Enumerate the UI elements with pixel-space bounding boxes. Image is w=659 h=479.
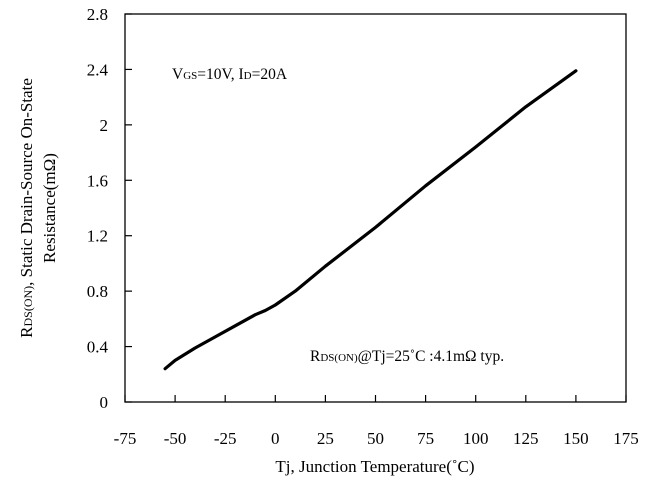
y-axis-title-r: R <box>17 326 36 338</box>
typical-r-sub: DS(ON) <box>320 352 358 364</box>
y-tick-label: 1.2 <box>87 227 108 246</box>
typical-rest: @Tj=25˚C :4.1mΩ typ. <box>358 348 504 365</box>
conditions-i-rest: =20A <box>252 66 288 83</box>
x-tick-label: 0 <box>271 429 280 448</box>
y-axis-title-line2: Resistance(mΩ) <box>40 153 59 263</box>
x-axis-tick-labels: -75 -50 -25 0 25 50 75 100 125 150 175 <box>114 429 639 448</box>
conditions-i-sub: D <box>244 70 252 82</box>
y-axis-ticks <box>125 14 132 402</box>
y-tick-label: 2.8 <box>87 5 108 24</box>
y-tick-label: 1.6 <box>87 171 108 190</box>
y-tick-label: 2.4 <box>87 60 109 79</box>
y-axis-title: RDS(ON), Static Drain-Source On-State Re… <box>17 78 59 338</box>
y-axis-title-line1: RDS(ON), Static Drain-Source On-State <box>17 78 36 338</box>
x-tick-label: 25 <box>317 429 334 448</box>
conditions-v-sub: GS <box>183 70 197 82</box>
x-tick-label: -50 <box>164 429 187 448</box>
x-tick-label: 75 <box>417 429 434 448</box>
x-tick-label: 150 <box>563 429 589 448</box>
x-axis-title: Tj, Junction Temperature(˚C) <box>275 457 474 476</box>
conditions-v: V <box>172 66 184 83</box>
y-axis-title-sub: DS(ON) <box>21 286 35 327</box>
y-tick-label: 2 <box>100 116 109 135</box>
x-tick-label: -25 <box>214 429 237 448</box>
y-tick-label: 0.8 <box>87 282 108 301</box>
x-axis-ticks <box>125 395 626 402</box>
y-tick-label: 0 <box>100 393 109 412</box>
conditions-v-rest: =10V, I <box>197 66 243 83</box>
y-tick-label: 0.4 <box>87 338 109 357</box>
y-axis-tick-labels: 0 0.4 0.8 1.2 1.6 2 2.4 2.8 <box>87 5 109 412</box>
x-tick-label: -75 <box>114 429 137 448</box>
x-tick-label: 125 <box>513 429 539 448</box>
y-axis-title-rest: , Static Drain-Source On-State <box>17 78 36 286</box>
typical-r: R <box>310 348 321 365</box>
series-line <box>165 71 576 369</box>
x-tick-label: 50 <box>367 429 384 448</box>
x-tick-label: 175 <box>613 429 639 448</box>
x-tick-label: 100 <box>463 429 489 448</box>
